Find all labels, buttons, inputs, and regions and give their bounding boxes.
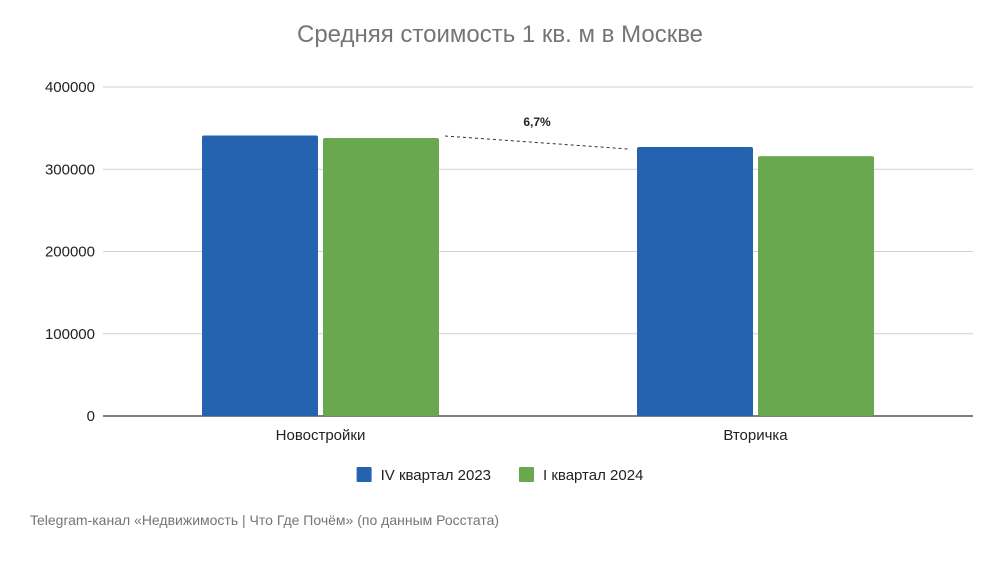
- bar: [323, 137, 439, 416]
- source-note: Telegram-канал «Недвижимость | Что Где П…: [30, 512, 500, 528]
- x-category-label: Новостройки: [276, 427, 366, 444]
- y-axis-ticks: 0 100000 200000 300000 400000: [45, 79, 95, 425]
- annotation-connector: [444, 135, 630, 150]
- legend-label: IV квартал 2023: [381, 467, 491, 484]
- x-axis-categories: Новостройки Вторичка: [276, 427, 789, 444]
- chart-title: Средняя стоимость 1 кв. м в Москве: [297, 21, 703, 48]
- bars: [202, 135, 874, 417]
- legend-label: I квартал 2024: [543, 467, 643, 484]
- bar: [758, 156, 874, 416]
- bar: [202, 135, 318, 416]
- y-tick-label: 100000: [45, 326, 95, 343]
- legend-swatch: [519, 467, 534, 482]
- y-tick-label: 200000: [45, 244, 95, 261]
- x-category-label: Вторичка: [723, 427, 788, 444]
- annotation: 6,7%: [444, 115, 630, 150]
- y-tick-label: 0: [87, 408, 95, 425]
- y-tick-label: 400000: [45, 79, 95, 96]
- annotation-label: 6,7%: [523, 115, 551, 129]
- bar: [637, 147, 753, 417]
- legend-swatch: [356, 467, 372, 482]
- y-tick-label: 300000: [45, 161, 95, 178]
- legend: IV квартал 2023 I квартал 2024: [356, 467, 643, 484]
